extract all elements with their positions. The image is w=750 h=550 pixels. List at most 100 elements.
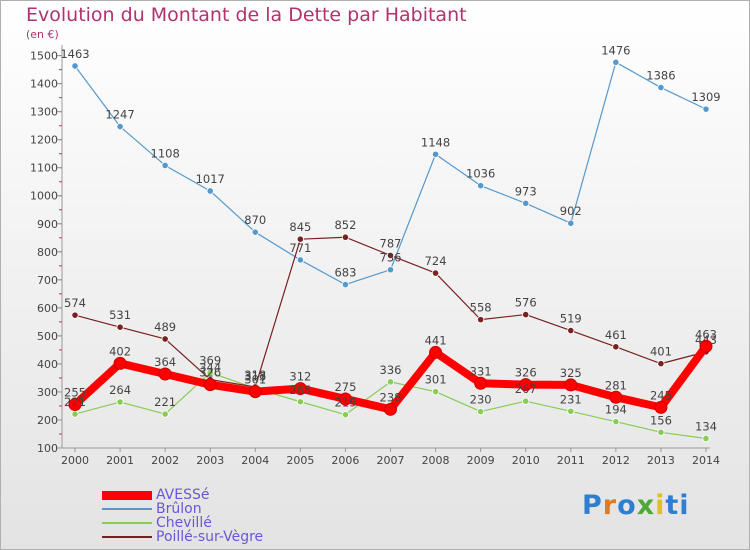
data-label-avesse: 255 xyxy=(64,386,86,400)
point-cheville xyxy=(431,388,440,396)
x-tick-label: 2002 xyxy=(151,454,179,467)
point-poille-sur-vegre xyxy=(296,235,304,243)
data-label-cheville: 134 xyxy=(695,419,717,433)
x-tick-label: 2013 xyxy=(647,454,675,467)
data-label-poille-sur-vegre: 852 xyxy=(334,218,356,232)
point-poille-sur-vegre xyxy=(116,323,124,331)
data-label-poille-sur-vegre: 443 xyxy=(695,333,717,347)
data-label-brulon: 736 xyxy=(380,251,402,265)
x-tick-label: 2014 xyxy=(692,454,720,467)
y-tick-label: 1500 xyxy=(30,50,58,63)
x-tick-label: 2012 xyxy=(602,454,630,467)
data-label-brulon: 683 xyxy=(334,266,356,280)
data-label-poille-sur-vegre: 574 xyxy=(64,296,86,310)
legend-swatch xyxy=(102,490,152,500)
data-label-brulon: 1017 xyxy=(196,172,225,186)
data-label-brulon: 771 xyxy=(289,241,311,255)
legend-label: AVESSé xyxy=(156,487,210,503)
legend-item-poille-sur-vegre: Poillé-sur-Vègre xyxy=(102,529,263,545)
data-label-cheville: 194 xyxy=(605,403,627,417)
y-tick-label: 200 xyxy=(37,414,58,427)
data-label-brulon: 1463 xyxy=(60,47,89,61)
data-label-poille-sur-vegre: 489 xyxy=(154,320,176,334)
point-avesse xyxy=(68,398,82,412)
data-label-brulon: 1108 xyxy=(151,146,180,160)
point-poille-sur-vegre xyxy=(386,251,395,260)
x-tick-label: 2007 xyxy=(377,454,405,467)
data-label-poille-sur-vegre: 724 xyxy=(425,254,447,268)
logo-letter: x xyxy=(636,490,656,521)
data-label-cheville: 230 xyxy=(470,393,492,407)
point-poille-sur-vegre xyxy=(71,311,79,319)
point-avesse xyxy=(564,378,578,392)
data-label-cheville: 336 xyxy=(380,363,402,377)
data-label-avesse: 402 xyxy=(109,344,131,358)
point-cheville xyxy=(567,407,575,415)
data-label-brulon: 973 xyxy=(515,184,537,198)
data-label-avesse: 245 xyxy=(650,388,672,402)
point-avesse xyxy=(293,382,307,396)
point-brulon xyxy=(206,187,214,195)
data-label-poille-sur-vegre: 519 xyxy=(560,312,582,326)
data-label-poille-sur-vegre: 344 xyxy=(199,361,221,375)
point-poille-sur-vegre xyxy=(477,316,485,324)
data-label-brulon: 1476 xyxy=(601,43,630,57)
data-label-poille-sur-vegre: 318 xyxy=(244,368,266,382)
legend-label: Chevillé xyxy=(156,515,212,531)
data-label-cheville: 221 xyxy=(154,395,176,409)
point-brulon xyxy=(567,219,575,227)
point-brulon xyxy=(612,58,620,66)
point-cheville xyxy=(612,418,620,426)
data-label-avesse: 281 xyxy=(605,378,627,392)
point-cheville xyxy=(341,411,350,419)
chart-title: Evolution du Montant de la Dette par Hab… xyxy=(26,4,467,26)
legend-swatch xyxy=(102,522,152,524)
legend-label: Brûlon xyxy=(156,501,202,517)
y-tick-label: 400 xyxy=(37,358,58,371)
x-tick-label: 2004 xyxy=(241,454,269,467)
logo-letter: P xyxy=(582,490,603,521)
legend-swatch xyxy=(102,508,152,510)
x-tick-label: 2003 xyxy=(196,454,224,467)
point-cheville xyxy=(477,407,485,416)
data-label-cheville: 264 xyxy=(109,383,131,397)
point-poille-sur-vegre xyxy=(161,335,169,343)
point-avesse xyxy=(609,390,623,404)
data-label-poille-sur-vegre: 401 xyxy=(650,345,672,359)
point-cheville xyxy=(161,410,169,418)
point-avesse xyxy=(384,402,397,416)
proxiti-logo: Proxiti xyxy=(582,490,690,521)
data-label-avesse: 275 xyxy=(334,380,356,394)
point-poille-sur-vegre xyxy=(612,343,620,351)
point-avesse xyxy=(474,376,488,390)
y-tick-label: 1400 xyxy=(30,78,58,91)
point-poille-sur-vegre xyxy=(522,310,530,319)
data-label-avesse: 364 xyxy=(154,355,176,369)
data-label-poille-sur-vegre: 558 xyxy=(470,301,492,315)
x-tick-label: 2001 xyxy=(106,454,134,467)
data-label-brulon: 1036 xyxy=(466,167,495,181)
point-poille-sur-vegre xyxy=(431,269,440,277)
point-poille-sur-vegre xyxy=(567,326,575,335)
point-cheville xyxy=(206,369,214,377)
data-label-brulon: 870 xyxy=(244,213,266,227)
data-label-avesse: 326 xyxy=(199,366,221,380)
data-label-avesse: 325 xyxy=(560,366,582,380)
data-label-brulon: 1386 xyxy=(646,69,675,83)
point-brulon xyxy=(702,105,710,113)
logo-letter: i xyxy=(679,490,690,521)
point-brulon xyxy=(657,83,665,92)
data-label-cheville: 313 xyxy=(244,369,266,383)
point-cheville xyxy=(296,398,304,406)
point-cheville xyxy=(522,397,530,405)
point-avesse xyxy=(429,345,443,359)
point-cheville xyxy=(386,378,395,386)
legend-item-brulon: Brûlon xyxy=(102,501,202,517)
data-label-cheville: 221 xyxy=(64,395,86,409)
y-tick-label: 500 xyxy=(37,330,58,343)
logo-letter: i xyxy=(655,490,666,521)
data-label-cheville: 301 xyxy=(425,373,447,387)
point-avesse xyxy=(203,378,217,392)
point-brulon xyxy=(161,161,169,170)
y-tick-label: 1200 xyxy=(30,134,58,147)
